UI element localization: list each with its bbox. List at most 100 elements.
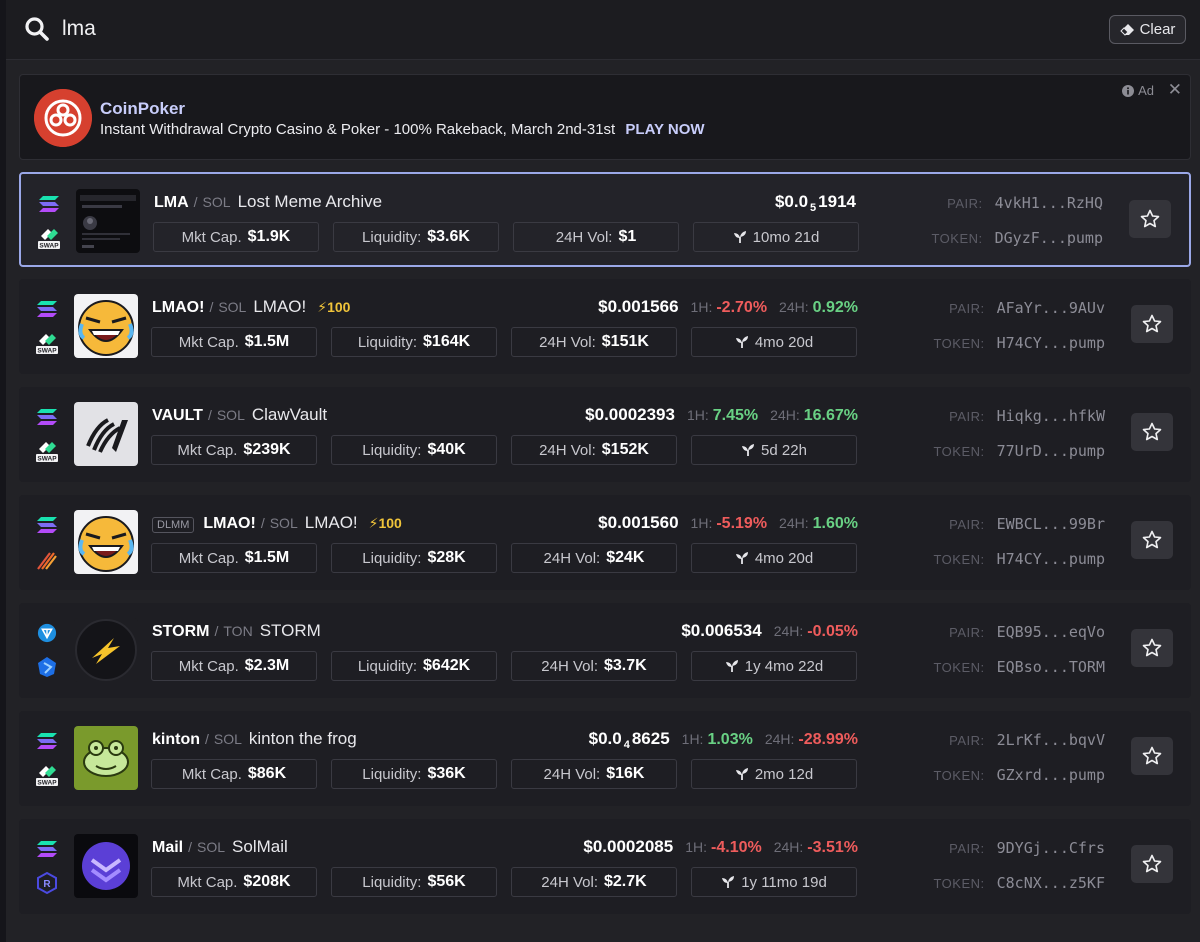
- token-name-line: kinton / SOL kinton the frog: [152, 729, 357, 749]
- price: $0.0002085: [583, 837, 674, 856]
- token-symbol: LMAO!: [203, 515, 256, 532]
- chain-label: SOL: [216, 407, 245, 423]
- watchlist-star-button[interactable]: [1131, 845, 1173, 883]
- chain-label: SOL: [218, 299, 247, 315]
- pair-address[interactable]: PAIR: EWBCL...99Br: [949, 515, 1105, 533]
- chain-label: SOL: [213, 731, 242, 747]
- token-fullname: LMAO!: [253, 297, 307, 316]
- ad-title[interactable]: CoinPoker: [100, 99, 186, 118]
- liquidity-stat: Liquidity: $3.6K: [333, 222, 499, 252]
- chain-label: SOL: [202, 194, 231, 210]
- market-cap-stat: Mkt Cap. $208K: [151, 867, 317, 897]
- market-cap-stat: Mkt Cap. $1.5M: [151, 327, 317, 357]
- token-image: [74, 726, 138, 790]
- token-image: [74, 618, 138, 682]
- change-1h: 1H: 1.03%: [681, 731, 753, 748]
- pair-row[interactable]: SWAP LMA / SOL Lost Meme Archive $0.0 5 1914 Mkt…: [19, 172, 1191, 267]
- token-image: [76, 189, 140, 253]
- change-1h: 1H: -4.10%: [685, 839, 762, 856]
- star-icon: [1142, 530, 1162, 549]
- star-icon: [1142, 854, 1162, 873]
- token-fullname: STORM: [259, 621, 321, 640]
- token-image: [74, 834, 138, 898]
- watchlist-star-button[interactable]: [1131, 305, 1173, 343]
- age-stat: 10mo 21d: [693, 222, 859, 252]
- volume-stat: 24H Vol: $16K: [511, 759, 677, 789]
- token-address[interactable]: TOKEN: GZxrd...pump: [933, 766, 1105, 784]
- star-icon: [1142, 638, 1162, 657]
- pair-address[interactable]: PAIR: AFaYr...9AUv: [949, 299, 1105, 317]
- pair-address[interactable]: PAIR: EQB95...eqVo: [949, 623, 1105, 641]
- solana-icon: [37, 409, 57, 425]
- raydium-swap-icon: SWAP: [36, 442, 58, 463]
- price-line: $0.001560 1H: -5.19% 24H: 1.60%: [598, 513, 858, 533]
- solana-icon: [37, 733, 57, 749]
- ad-tag[interactable]: Ad: [1122, 83, 1154, 98]
- token-address[interactable]: TOKEN: C8cNX...z5KF: [933, 874, 1105, 892]
- star-icon: [1140, 209, 1160, 228]
- volume-stat: 24H Vol: $2.7K: [511, 867, 677, 897]
- pair-address[interactable]: PAIR: 4vkH1...RzHQ: [947, 194, 1103, 212]
- stonfi-icon: [38, 657, 56, 677]
- chain-label: SOL: [197, 839, 226, 855]
- search-input[interactable]: [62, 12, 962, 46]
- price-line: $0.0 4 8625 1H: 1.03% 24H: -28.99%: [589, 729, 858, 751]
- token-symbol: STORM: [152, 623, 210, 640]
- clear-button-label: Clear: [1139, 21, 1176, 38]
- chain-separator: /: [205, 731, 209, 747]
- liquidity-stat: Liquidity: $36K: [331, 759, 497, 789]
- search-icon: [25, 17, 49, 41]
- price: $0.006534: [681, 621, 762, 640]
- watchlist-star-button[interactable]: [1131, 521, 1173, 559]
- solana-icon: [37, 301, 57, 317]
- watchlist-star-button[interactable]: [1131, 737, 1173, 775]
- pair-address[interactable]: PAIR: 9DYGj...Cfrs: [949, 839, 1105, 857]
- left-edge-strip: [0, 0, 6, 942]
- token-fullname: kinton the frog: [248, 729, 357, 748]
- token-image: [74, 294, 138, 358]
- pair-row[interactable]: DLMM LMAO! / SOL LMAO! ⚡100 $0.001560 1H: -5.19%…: [19, 495, 1191, 590]
- pair-row[interactable]: SWAP kinton / SOL kinton the frog $0.0 4 8625 1H…: [19, 711, 1191, 806]
- chain-label: TON: [223, 623, 253, 639]
- token-address[interactable]: TOKEN: 77UrD...pump: [933, 442, 1105, 460]
- ad-text: Instant Withdrawal Crypto Casino & Poker…: [100, 121, 705, 138]
- market-cap-stat: Mkt Cap. $2.3M: [151, 651, 317, 681]
- token-fullname: LMAO!: [304, 513, 358, 532]
- watchlist-star-button[interactable]: [1131, 413, 1173, 451]
- price-line: $0.0002085 1H: -4.10% 24H: -3.51%: [583, 837, 858, 857]
- watchlist-star-button[interactable]: [1131, 629, 1173, 667]
- liquidity-stat: Liquidity: $164K: [331, 327, 497, 357]
- chain-label: SOL: [269, 515, 298, 531]
- close-ad-icon[interactable]: ✕: [1167, 80, 1182, 99]
- pair-row[interactable]: STORM / TON STORM $0.006534 24H: -0.05% Mkt Cap…: [19, 603, 1191, 698]
- market-cap-stat: Mkt Cap. $86K: [151, 759, 317, 789]
- ad-banner[interactable]: CoinPoker Instant Withdrawal Crypto Casi…: [19, 74, 1191, 160]
- star-icon: [1142, 422, 1162, 441]
- clear-button[interactable]: Clear: [1109, 15, 1186, 44]
- change-24h: 24H: 16.67%: [770, 407, 858, 424]
- sprout-icon: [735, 552, 748, 564]
- pair-row[interactable]: SWAP LMAO! / SOL LMAO! ⚡100 $0.001566 1H: -2.70%…: [19, 279, 1191, 374]
- pair-row[interactable]: SWAP VAULT / SOL ClawVault $0.0002393 1H: 7.45%…: [19, 387, 1191, 482]
- token-name-line: VAULT / SOL ClawVault: [152, 405, 327, 425]
- sprout-icon: [733, 231, 746, 243]
- pair-address[interactable]: PAIR: Hiqkg...hfkW: [949, 407, 1105, 425]
- svg-text:SWAP: SWAP: [37, 456, 57, 463]
- price: $0.0 4 8625: [588, 729, 670, 752]
- price-line: $0.006534 24H: -0.05%: [681, 621, 858, 641]
- age-stat: 1y 4mo 22d: [691, 651, 857, 681]
- ad-description: Instant Withdrawal Crypto Casino & Poker…: [100, 121, 616, 138]
- token-address[interactable]: TOKEN: EQBso...TORM: [933, 658, 1105, 676]
- pair-row[interactable]: R Mail / SOL SolMail $0.0002085 1H: -4.10% 24H: -…: [19, 819, 1191, 914]
- token-address[interactable]: TOKEN: H74CY...pump: [933, 550, 1105, 568]
- dlmm-badge: DLMM: [152, 517, 195, 533]
- token-name-line: LMA / SOL Lost Meme Archive: [154, 192, 382, 212]
- token-address[interactable]: TOKEN: H74CY...pump: [933, 334, 1105, 352]
- token-address[interactable]: TOKEN: DGyzF...pump: [931, 229, 1103, 247]
- ad-cta-link[interactable]: PLAY NOW: [625, 121, 705, 138]
- watchlist-star-button[interactable]: [1129, 200, 1171, 238]
- change-24h: 24H: -0.05%: [773, 623, 858, 640]
- chain-separator: /: [214, 623, 219, 639]
- volume-stat: 24H Vol: $151K: [511, 327, 677, 357]
- pair-address[interactable]: PAIR: 2LrKf...bqvV: [949, 731, 1105, 749]
